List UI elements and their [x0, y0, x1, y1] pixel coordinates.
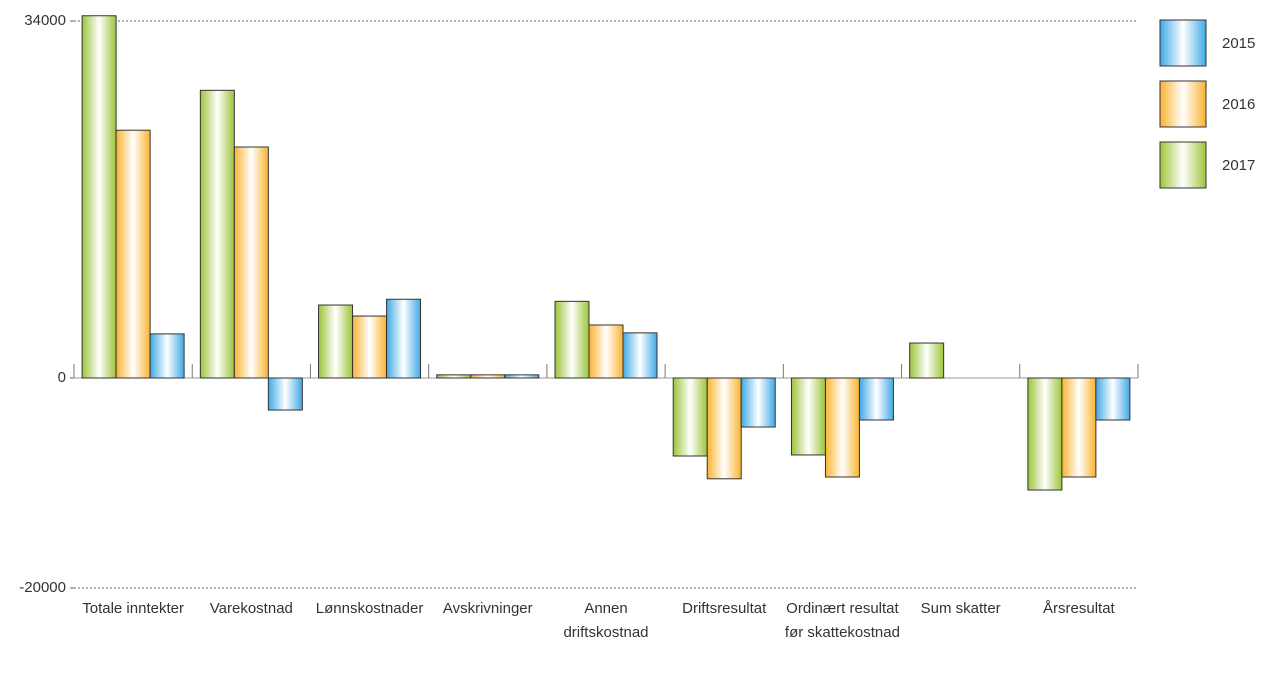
legend-swatch — [1159, 80, 1207, 128]
bar — [267, 377, 303, 411]
legend-label: 2016 — [1222, 96, 1255, 113]
x-tick-label: Varekostnad — [209, 600, 293, 617]
bar — [1061, 377, 1097, 478]
bar — [1027, 377, 1063, 491]
legend-label: 2015 — [1222, 35, 1255, 52]
bar — [436, 374, 472, 379]
bar — [318, 304, 354, 379]
bar — [622, 332, 658, 379]
x-tick-label: Sum skatter — [920, 600, 1001, 617]
bar — [115, 129, 151, 379]
y-tick-label: 0 — [58, 369, 66, 386]
bar — [554, 300, 590, 379]
x-tick-label: Driftsresultat — [682, 600, 767, 617]
x-tick-label: Totale inntekter — [82, 600, 184, 617]
x-tick-label: Annen driftskostnad — [563, 600, 649, 641]
bar — [858, 377, 894, 421]
bar — [504, 374, 540, 379]
bar — [199, 89, 235, 379]
bar — [233, 146, 269, 379]
bar — [352, 315, 388, 379]
legend-label: 2017 — [1222, 157, 1255, 174]
legend-swatch — [1159, 141, 1207, 189]
bar — [740, 377, 776, 428]
bar — [909, 342, 945, 379]
x-tick-label: Årsresultat — [1043, 600, 1115, 617]
bar — [1095, 377, 1131, 421]
bar — [81, 15, 117, 379]
bar — [149, 333, 185, 379]
x-tick-label: Ordinært resultat før skattekostnad — [784, 600, 900, 641]
bar — [706, 377, 742, 480]
bar — [672, 377, 708, 457]
bar — [470, 374, 506, 379]
bar — [790, 377, 826, 456]
bar — [824, 377, 860, 478]
x-tick-label: Avskrivninger — [442, 600, 533, 617]
bar — [386, 298, 422, 379]
legend-swatch — [1159, 19, 1207, 67]
x-tick-label: Lønnskostnader — [315, 600, 424, 617]
y-tick-label: -20000 — [19, 579, 66, 596]
bar — [588, 324, 624, 379]
y-tick-label: 34000 — [24, 12, 66, 29]
